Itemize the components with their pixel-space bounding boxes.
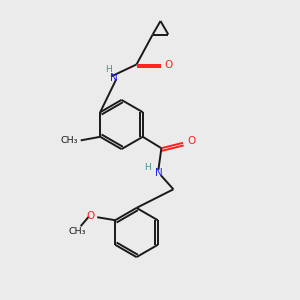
Text: CH₃: CH₃ [61,136,78,145]
Text: H: H [105,65,111,74]
Text: O: O [187,136,196,146]
Text: H: H [145,163,151,172]
Text: O: O [86,211,95,221]
Text: N: N [154,168,162,178]
Text: CH₃: CH₃ [68,227,86,236]
Text: N: N [110,73,118,83]
Text: O: O [165,59,173,70]
